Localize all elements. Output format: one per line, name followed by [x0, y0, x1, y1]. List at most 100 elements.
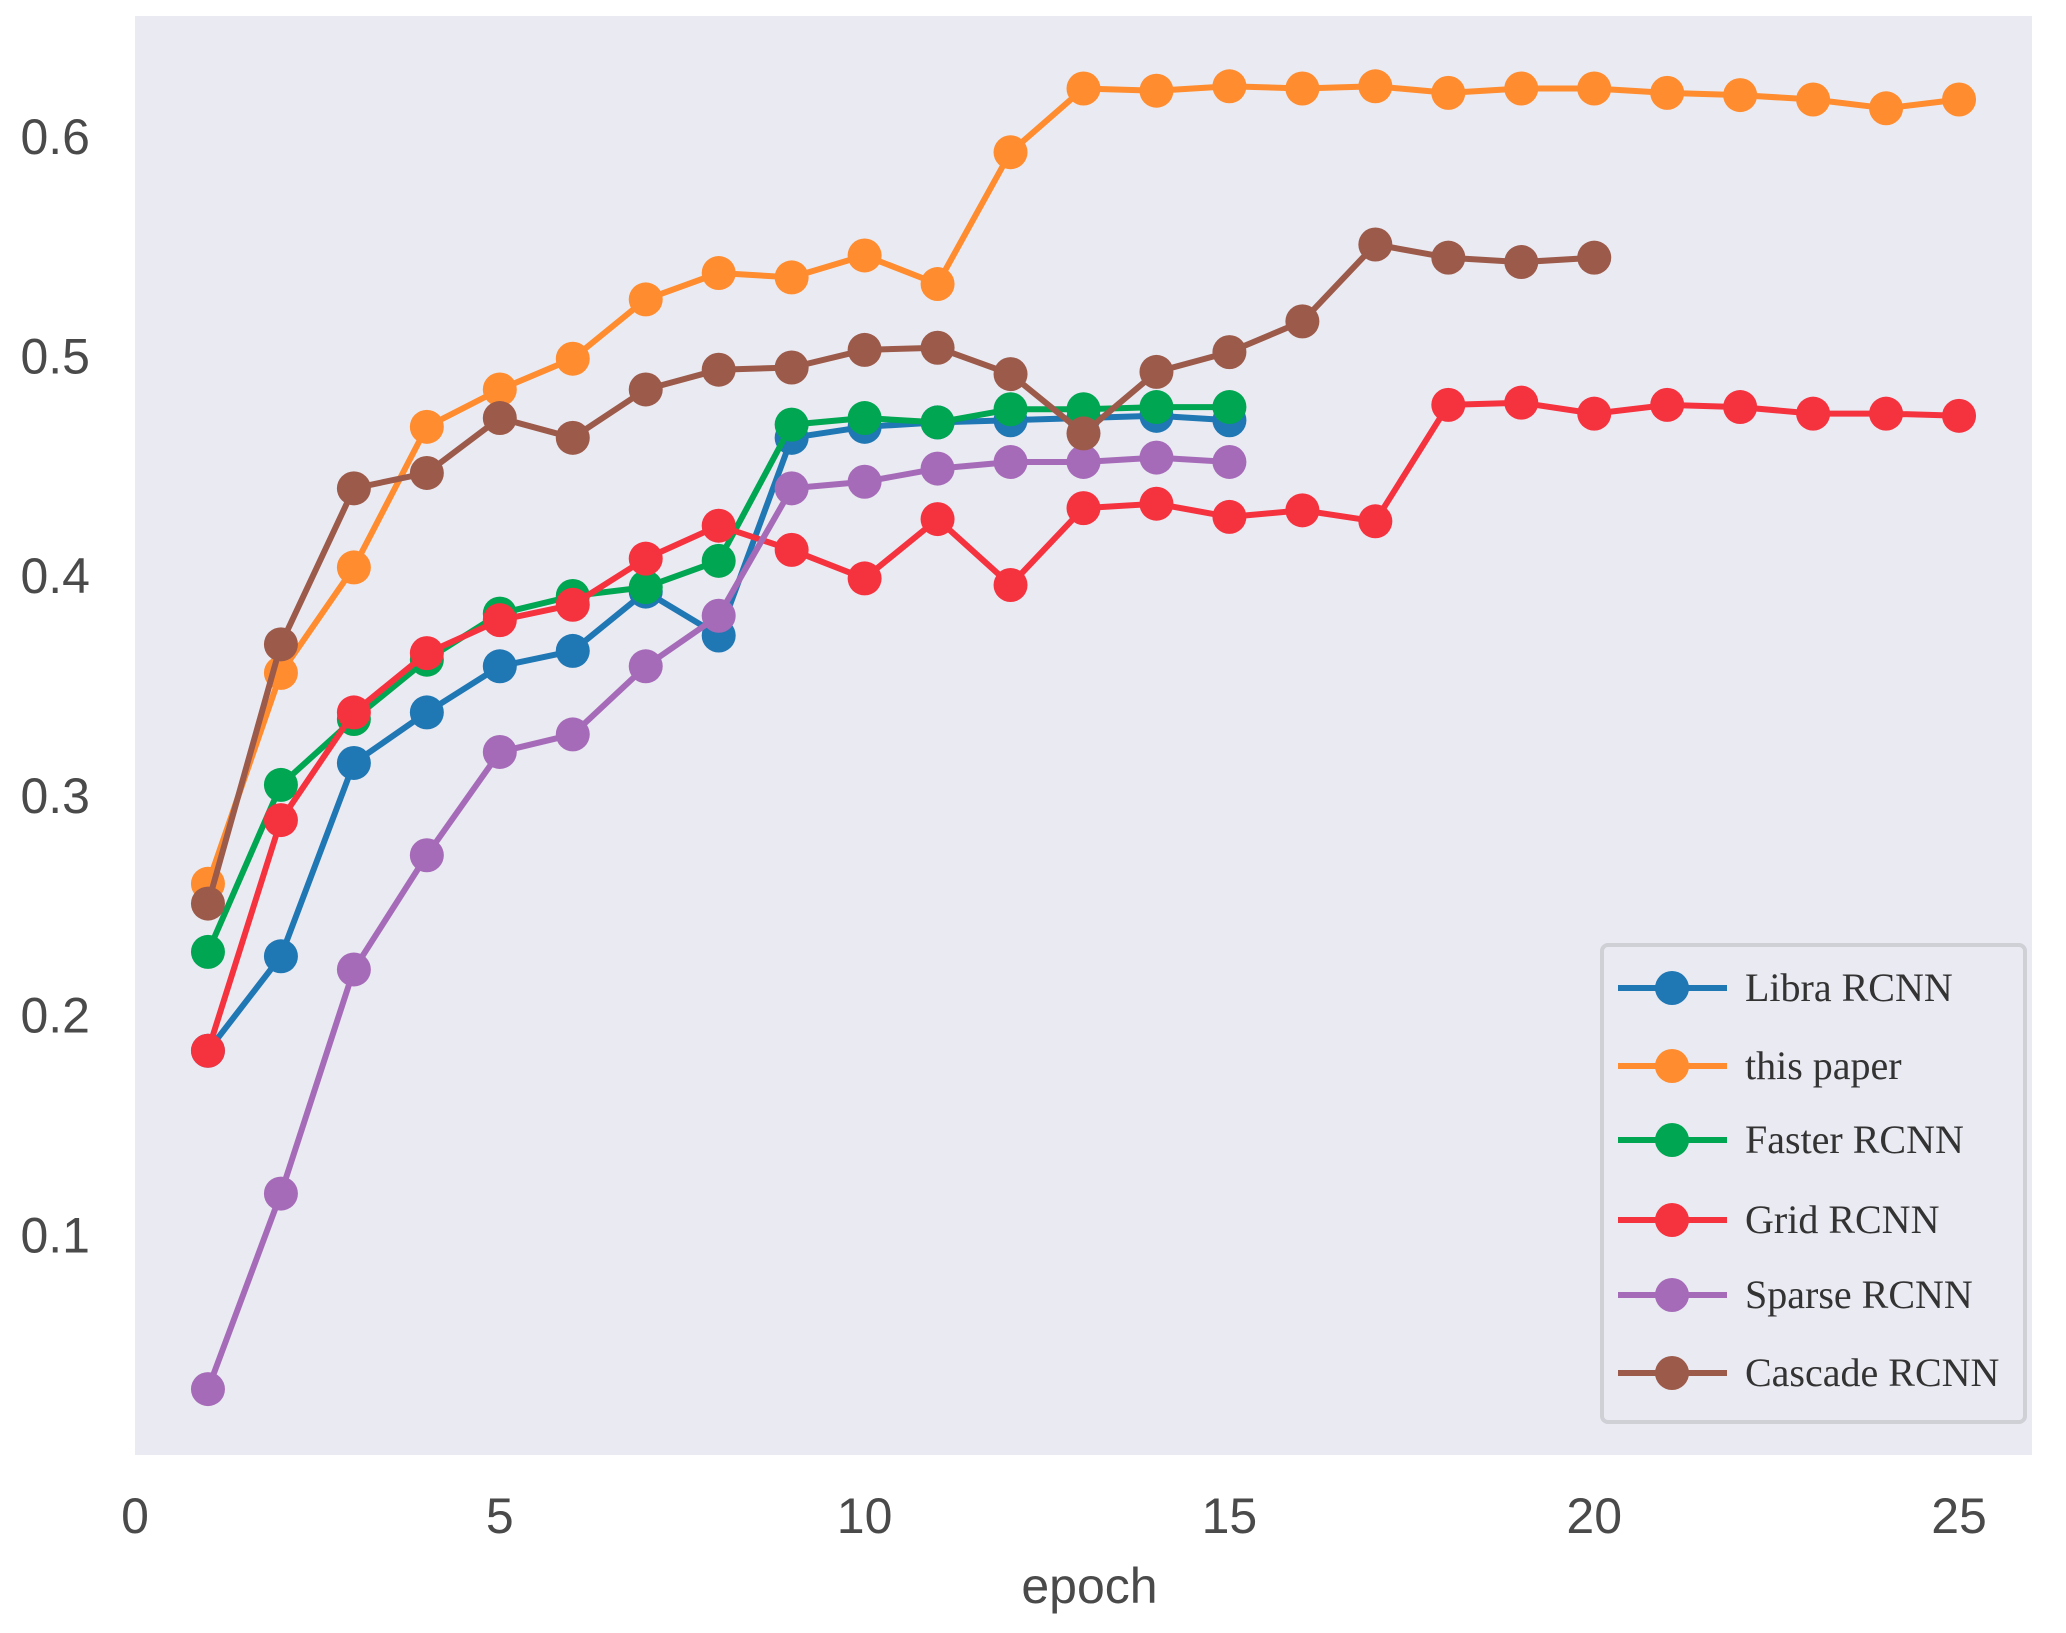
data-point-cascade-rcnn: [993, 357, 1028, 392]
data-point-this-paper: [993, 135, 1028, 170]
x-axis-label: epoch: [1021, 1558, 1157, 1614]
data-point-faster-rcnn: [993, 392, 1028, 427]
legend-item-cascade-rcnn: Cascade RCNN: [1618, 1350, 1999, 1395]
data-point-sparse-rcnn: [482, 734, 517, 769]
legend-item-this-paper: this paper: [1618, 1043, 1902, 1088]
data-point-grid-rcnn: [1577, 396, 1612, 431]
data-point-grid-rcnn: [920, 502, 955, 537]
legend-label-libra-rcnn: Libra RCNN: [1745, 965, 1953, 1010]
data-point-sparse-rcnn: [263, 1176, 298, 1211]
y-tick-label: 0.4: [20, 548, 90, 604]
legend-item-sparse-rcnn: Sparse RCNN: [1618, 1272, 1973, 1317]
legend-item-faster-rcnn: Faster RCNN: [1618, 1117, 1964, 1162]
data-point-grid-rcnn: [555, 587, 590, 622]
data-point-grid-rcnn: [1723, 390, 1758, 425]
data-point-faster-rcnn: [1212, 390, 1247, 425]
y-tick-label: 0.2: [20, 988, 90, 1044]
data-point-this-paper: [1796, 82, 1831, 117]
data-point-this-paper: [1066, 71, 1101, 106]
data-point-this-paper: [409, 409, 444, 444]
data-point-cascade-rcnn: [847, 332, 882, 367]
data-point-this-paper: [1431, 75, 1466, 110]
data-point-cascade-rcnn: [1139, 354, 1174, 389]
data-point-faster-rcnn: [701, 543, 736, 578]
data-point-grid-rcnn: [628, 541, 663, 576]
data-point-libra-rcnn: [263, 939, 298, 974]
data-point-this-paper: [1504, 71, 1539, 106]
data-point-cascade-rcnn: [1358, 227, 1393, 262]
data-point-cascade-rcnn: [1212, 335, 1247, 370]
series-cascade-rcnn: [190, 227, 1612, 921]
data-point-libra-rcnn: [482, 649, 517, 684]
data-point-grid-rcnn: [701, 508, 736, 543]
data-point-cascade-rcnn: [482, 401, 517, 436]
x-tick-label: 25: [1931, 1488, 1987, 1544]
legend-marker-cascade-rcnn: [1655, 1356, 1689, 1390]
data-point-grid-rcnn: [1431, 387, 1466, 422]
data-point-faster-rcnn: [1066, 392, 1101, 427]
data-point-faster-rcnn: [774, 407, 809, 442]
data-point-cascade-rcnn: [336, 471, 371, 506]
data-point-grid-rcnn: [1869, 396, 1904, 431]
legend-item-grid-rcnn: Grid RCNN: [1618, 1197, 1939, 1242]
data-point-this-paper: [847, 238, 882, 273]
y-tick-label: 0.3: [20, 768, 90, 824]
data-point-this-paper: [920, 267, 955, 302]
data-point-faster-rcnn: [847, 401, 882, 436]
data-point-grid-rcnn: [190, 1033, 225, 1068]
data-point-libra-rcnn: [409, 695, 444, 730]
data-point-this-paper: [1577, 71, 1612, 106]
data-point-grid-rcnn: [409, 636, 444, 671]
data-point-sparse-rcnn: [1212, 444, 1247, 479]
y-tick-label: 0.5: [20, 329, 90, 385]
data-point-sparse-rcnn: [628, 649, 663, 684]
data-point-this-paper: [1942, 82, 1977, 117]
data-point-this-paper: [628, 282, 663, 317]
data-point-cascade-rcnn: [1285, 304, 1320, 339]
data-point-grid-rcnn: [263, 803, 298, 838]
legend-marker-faster-rcnn: [1655, 1123, 1689, 1157]
data-point-this-paper: [701, 256, 736, 291]
series-this-paper: [190, 69, 1977, 901]
data-point-faster-rcnn: [263, 767, 298, 802]
data-point-grid-rcnn: [482, 603, 517, 638]
data-point-grid-rcnn: [1504, 385, 1539, 420]
y-axis-ticks: 0.1 0.2 0.3 0.4 0.5 0.6: [20, 109, 90, 1263]
data-point-cascade-rcnn: [555, 420, 590, 455]
legend-label-this-paper: this paper: [1745, 1043, 1902, 1088]
data-point-grid-rcnn: [1285, 493, 1320, 528]
legend-label-sparse-rcnn: Sparse RCNN: [1745, 1272, 1973, 1317]
data-point-this-paper: [555, 341, 590, 376]
legend-marker-grid-rcnn: [1655, 1203, 1689, 1237]
data-point-cascade-rcnn: [409, 455, 444, 490]
data-point-grid-rcnn: [1212, 499, 1247, 534]
data-point-grid-rcnn: [1066, 491, 1101, 526]
data-point-cascade-rcnn: [920, 330, 955, 365]
data-point-this-paper: [1285, 71, 1320, 106]
legend-label-faster-rcnn: Faster RCNN: [1745, 1117, 1964, 1162]
data-point-cascade-rcnn: [190, 886, 225, 921]
data-point-grid-rcnn: [1650, 387, 1685, 422]
data-point-cascade-rcnn: [263, 627, 298, 662]
data-point-this-paper: [1869, 91, 1904, 126]
x-tick-label: 0: [121, 1488, 149, 1544]
data-point-this-paper: [482, 372, 517, 407]
data-point-sparse-rcnn: [993, 444, 1028, 479]
data-point-this-paper: [1139, 73, 1174, 108]
y-tick-label: 0.1: [20, 1207, 90, 1263]
data-point-sparse-rcnn: [847, 464, 882, 499]
data-point-faster-rcnn: [920, 405, 955, 440]
data-point-grid-rcnn: [1139, 486, 1174, 521]
data-point-grid-rcnn: [847, 561, 882, 596]
data-point-faster-rcnn: [190, 934, 225, 969]
data-point-this-paper: [1650, 75, 1685, 110]
data-point-this-paper: [1358, 69, 1393, 104]
data-point-this-paper: [1212, 69, 1247, 104]
data-point-grid-rcnn: [1942, 398, 1977, 433]
series-layer: [190, 69, 1977, 1407]
x-tick-label: 15: [1202, 1488, 1258, 1544]
x-axis-ticks: 0 5 10 15 20 25: [121, 1488, 1987, 1544]
series-sparse-rcnn: [190, 440, 1247, 1407]
data-point-cascade-rcnn: [1504, 245, 1539, 280]
data-point-sparse-rcnn: [774, 471, 809, 506]
